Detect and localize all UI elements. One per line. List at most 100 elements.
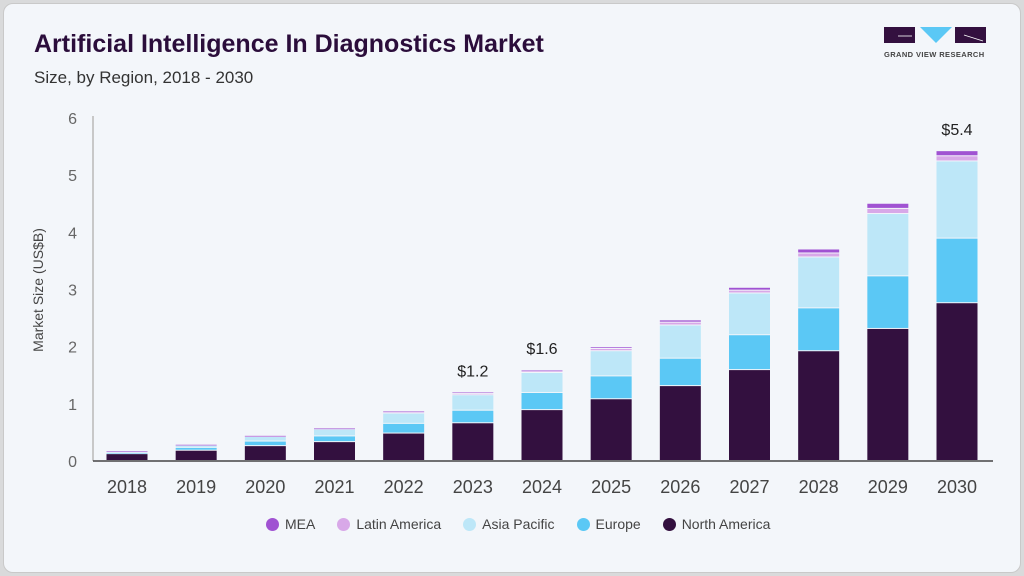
grand-view-research-logo <box>884 27 986 43</box>
bar-segment-latin-america <box>383 412 425 414</box>
logo-text: GRAND VIEW RESEARCH <box>884 50 985 59</box>
y-tick-label: 1 <box>68 397 77 414</box>
bar-segment-asia-pacific <box>244 436 286 441</box>
x-tick-label: 2029 <box>868 477 908 497</box>
legend-label: Europe <box>595 516 641 532</box>
data-label: $1.2 <box>457 363 488 380</box>
bar-segment-north-america <box>383 433 425 460</box>
bar-segment-mea <box>936 151 978 156</box>
bar-segment-asia-pacific <box>590 351 632 376</box>
y-tick-label: 6 <box>68 111 77 128</box>
bar-segment-north-america <box>314 442 355 460</box>
bar-segment-north-america <box>936 303 978 460</box>
x-tick-label: 2021 <box>314 477 354 497</box>
bar-segment-europe <box>659 358 701 386</box>
legend-label: North America <box>681 516 771 532</box>
bar-segment-europe <box>590 376 632 399</box>
bar-segment-asia-pacific <box>659 325 701 358</box>
bar-segment-north-america <box>521 410 563 460</box>
bar-segment-north-america <box>867 328 909 460</box>
y-axis-title: Market Size (US$B) <box>30 228 46 352</box>
legend-label: Latin America <box>356 516 442 532</box>
y-tick-label: 0 <box>68 454 77 471</box>
bar-segment-mea <box>659 320 701 322</box>
legend-item: Europe <box>576 516 641 532</box>
legend-swatch-icon <box>266 517 279 531</box>
x-tick-label: 2019 <box>176 477 216 497</box>
bar-segment-latin-america <box>452 393 494 395</box>
x-tick-label: 2030 <box>937 477 977 497</box>
bar-segment-asia-pacific <box>521 372 563 392</box>
bar-segment-latin-america <box>867 208 909 214</box>
legend-item: MEA <box>266 516 315 532</box>
bar-segment-asia-pacific <box>383 413 425 423</box>
legend-item: North America <box>662 516 771 532</box>
bar-segment-europe <box>798 308 840 351</box>
bar-segment-latin-america <box>659 322 701 325</box>
legend-swatch-icon <box>662 517 676 531</box>
bar-segment-latin-america <box>590 348 632 351</box>
bar-segment-asia-pacific <box>867 214 909 276</box>
legend-item: Asia Pacific <box>463 516 555 532</box>
bar-segment-europe <box>244 441 286 446</box>
bar-segment-latin-america <box>314 428 355 430</box>
legend-label: MEA <box>285 516 316 532</box>
bar-segment-mea <box>867 203 909 208</box>
bar-segment-north-america <box>244 446 286 460</box>
legend-label: Asia Pacific <box>482 516 555 532</box>
x-tick-label: 2026 <box>660 477 700 497</box>
bar-segment-europe <box>729 335 770 370</box>
bar-segment-asia-pacific <box>729 293 770 335</box>
legend: MEA Latin America Asia Pacific Europe North … <box>266 516 770 532</box>
chart-subtitle: Size, by Region, 2018 - 2030 <box>34 68 254 87</box>
chart-title: Artificial Intelligence In Diagnostics M… <box>34 30 544 58</box>
bar-segment-europe <box>936 238 978 303</box>
bar-segment-latin-america <box>521 371 563 372</box>
bar-segment-mea <box>175 444 217 446</box>
bar-segment-mea <box>452 392 494 393</box>
legend-item: Latin America <box>337 516 441 532</box>
data-label: $5.4 <box>941 122 972 139</box>
x-tick-label: 2028 <box>799 477 839 497</box>
bar-segment-europe <box>106 452 148 454</box>
legend-swatch-icon <box>576 517 590 531</box>
bar-segment-latin-america <box>936 156 978 161</box>
bar-segment-asia-pacific <box>175 445 217 447</box>
x-tick-label: 2025 <box>591 477 631 497</box>
bar-segment-europe <box>452 410 494 423</box>
bar-segment-north-america <box>175 450 217 460</box>
x-tick-label: 2022 <box>384 477 424 497</box>
bar-segment-europe <box>175 447 217 450</box>
bar-segment-europe <box>314 436 355 442</box>
bar-segment-asia-pacific <box>798 257 840 308</box>
bar-segment-latin-america <box>798 253 840 257</box>
bar-segment-latin-america <box>175 445 217 446</box>
bar-segment-latin-america <box>106 451 148 453</box>
bar-segment-asia-pacific <box>936 161 978 238</box>
bar-segment-north-america <box>659 386 701 460</box>
bar-segment-asia-pacific <box>106 451 148 453</box>
bar-segment-europe <box>383 423 425 433</box>
x-tick-label: 2020 <box>245 477 285 497</box>
bar-segment-europe <box>521 392 563 410</box>
bar-segment-mea <box>106 451 148 452</box>
y-tick-label: 2 <box>68 340 77 357</box>
x-tick-label: 2027 <box>729 477 769 497</box>
bar-segment-north-america <box>798 351 840 460</box>
bar-segment-mea <box>521 370 563 371</box>
bar-segment-asia-pacific <box>452 395 494 410</box>
y-tick-label: 3 <box>68 283 77 300</box>
bar-segment-latin-america <box>244 436 286 437</box>
bar-segment-mea <box>244 435 286 437</box>
x-tick-label: 2024 <box>522 477 562 497</box>
bar-segment-mea <box>314 428 355 429</box>
bar-segment-latin-america <box>729 290 770 293</box>
data-label: $1.6 <box>526 341 557 358</box>
y-tick-label: 5 <box>68 168 77 185</box>
bar-segment-north-america <box>590 399 632 460</box>
bar-segment-asia-pacific <box>314 429 355 436</box>
y-tick-label: 4 <box>68 225 77 242</box>
legend-swatch-icon <box>337 517 351 531</box>
bar-segment-mea <box>383 411 425 412</box>
